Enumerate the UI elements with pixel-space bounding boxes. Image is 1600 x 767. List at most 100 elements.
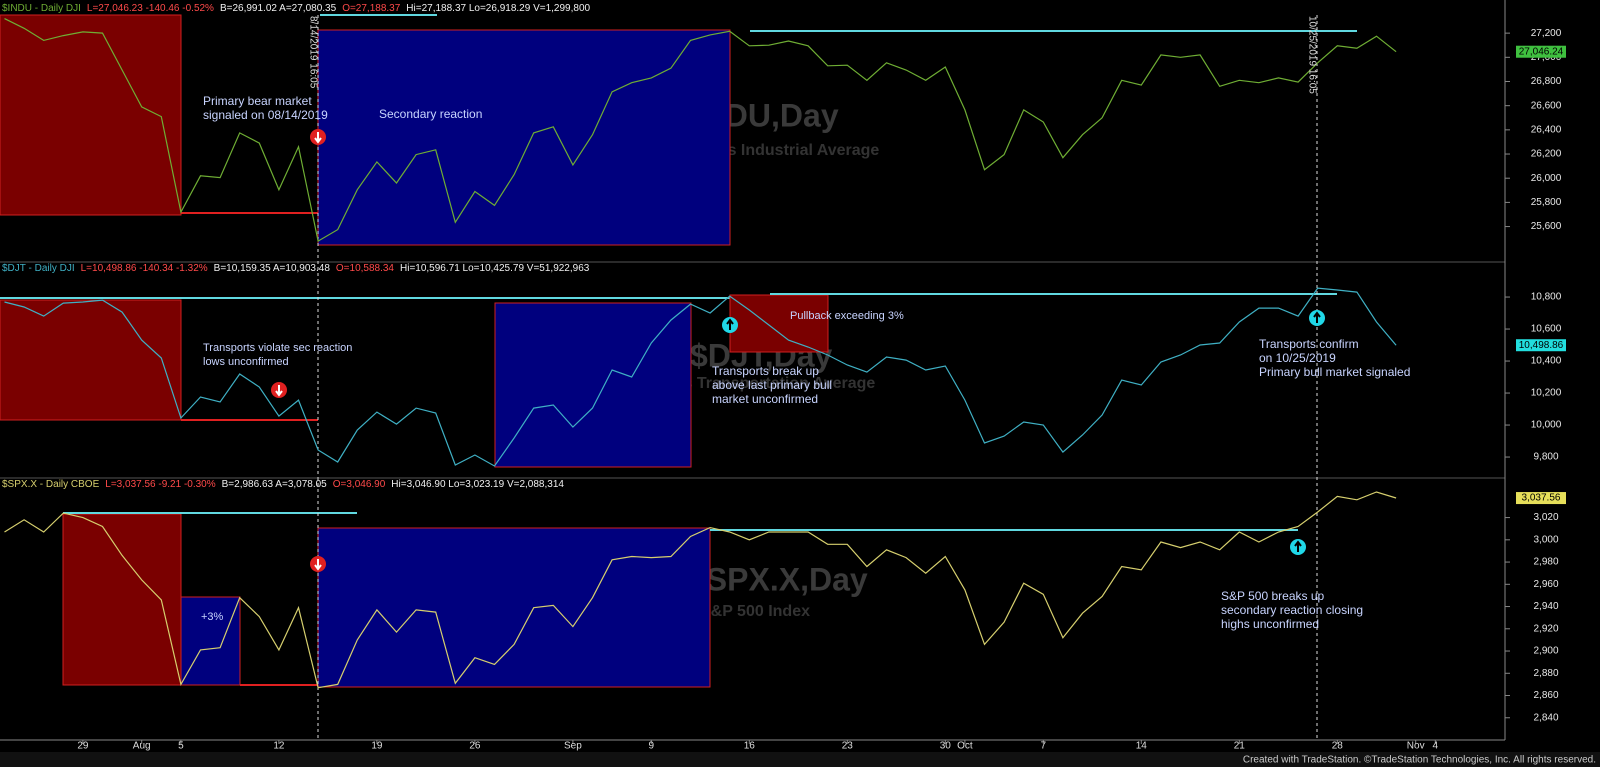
footer: Created with TradeStation. ©TradeStation… [1243,755,1596,766]
header-part: L=10,498.86 -140.34 -1.32% [81,263,208,274]
y-tick-label: 26,200 [1531,149,1562,160]
header-part: O=3,046.90 [333,479,386,490]
annotation: highs unconfirmed [1221,617,1319,631]
reaction-box [494,302,692,468]
sell-signal [271,382,287,398]
x-tick-label: 26 [469,741,481,752]
annotation: market unconfirmed [712,392,818,406]
y-tick-label: 2,860 [1533,690,1558,701]
y-tick-label: 10,800 [1531,292,1562,303]
annotation: secondary reaction closing [1221,603,1363,617]
y-tick-label: 27,200 [1531,28,1562,39]
x-tick-label: 30 [940,741,952,752]
signal-date-label: 8/14/2019 16:05 [307,16,318,89]
y-tick-label: 26,000 [1531,173,1562,184]
annotation: signaled on 08/14/2019 [203,108,328,122]
annotation: lows unconfirmed [203,356,289,368]
annotation: S&P 500 breaks up [1221,589,1325,603]
header-part: $INDU - Daily DJI [2,3,81,14]
annotation: above last primary bull [712,378,832,392]
annotation: Pullback exceeding 3% [790,310,904,322]
price-line [4,287,1397,467]
last-value-box [1516,492,1566,505]
header-part: Hi=3,046.90 Lo=3,023.19 V=2,088,314 [391,479,564,490]
x-tick-label: 28 [1332,741,1344,752]
x-tick-label: Nov [1407,741,1425,752]
drawings [0,0,1506,741]
last-value-box [1516,339,1566,352]
last-value-label: 10,498.86 [1519,340,1564,351]
header-part: Hi=27,188.37 Lo=26,918.29 V=1,299,800 [406,3,590,14]
annotation: Primary bear market [203,94,312,108]
x-tick-label: 4 [1433,741,1439,752]
price-lines [4,18,1397,689]
x-tick-label: 14 [1136,741,1148,752]
buy-signal [1290,539,1306,555]
y-tick-label: 2,840 [1533,712,1558,723]
y-tick-label: 2,920 [1533,623,1558,634]
sell-signal [310,129,326,145]
watermark-sub: S&P 500 Index [700,603,810,620]
last-value-label: 27,046.24 [1519,46,1564,57]
annotation: Transports break up [712,364,819,378]
price-line [4,491,1397,689]
x-tick-label: 21 [1234,741,1246,752]
last-value-box [1516,45,1566,58]
y-tick-label: 2,960 [1533,579,1558,590]
x-tick-label: 29 [77,741,89,752]
y-tick-label: 3,020 [1533,512,1558,523]
x-tick-label: 5 [178,741,184,752]
price-line [4,18,1397,243]
y-tick-label: 2,900 [1533,646,1558,657]
bear-box [0,14,182,216]
x-tick-label: 16 [744,741,756,752]
pullback-box [729,294,829,353]
texts: $INDU - Daily DJI L=27,046.23 -140.46 -0.… [2,3,1566,752]
y-tick-label: 25,600 [1531,221,1562,232]
y-tick-label: 10,400 [1531,356,1562,367]
y-tick-label: 10,000 [1531,420,1562,431]
bear-box [0,299,182,421]
x-tick-label: 19 [371,741,383,752]
signal-date-label: 10/25/2019 16:05 [1306,16,1317,94]
y-tick-label: 9,800 [1533,452,1558,463]
header-part: $SPX.X - Daily CBOE [2,479,100,490]
header-part: O=27,188.37 [342,3,401,14]
header-part: O=10,588.34 [336,263,395,274]
y-tick-label: 2,940 [1533,601,1558,612]
y-tick-label: 26,800 [1531,76,1562,87]
header-part: B=26,991.02 A=27,080.35 [220,3,337,14]
buy-signal [1309,310,1325,326]
x-tick-label: 12 [273,741,285,752]
x-tick-label: Aug [133,741,151,752]
status-bar [0,752,1600,767]
y-tick-label: 25,800 [1531,197,1562,208]
pane-header: $DJT - Daily DJI L=10,498.86 -140.34 -1.3… [2,263,590,274]
annotation: +3% [201,611,224,623]
y-tick-label: 2,980 [1533,557,1558,568]
header-part: B=10,159.35 A=10,903.48 [214,263,331,274]
buy-signal [722,317,738,333]
reaction-box [317,29,731,246]
x-tick-label: Oct [957,741,973,752]
header-part: Hi=10,596.71 Lo=10,425.79 V=51,922,963 [400,263,590,274]
x-tick-label: 7 [1041,741,1047,752]
x-tick-label: 23 [842,741,854,752]
y-tick-label: 26,600 [1531,100,1562,111]
y-tick-label: 3,000 [1533,534,1558,545]
rally-box [180,596,241,686]
bear-box [62,513,182,686]
y-tick-label: 2,880 [1533,668,1558,679]
annotation: Secondary reaction [379,107,482,121]
y-tick-label: 26,400 [1531,124,1562,135]
annotation: Transports confirm [1259,337,1359,351]
header-part: L=27,046.23 -140.46 -0.52% [87,3,214,14]
y-tick-label: 10,200 [1531,388,1562,399]
pane-header: $INDU - Daily DJI L=27,046.23 -140.46 -0.… [2,3,591,14]
y-tick-label: 10,600 [1531,324,1562,335]
reaction-box [317,527,711,688]
